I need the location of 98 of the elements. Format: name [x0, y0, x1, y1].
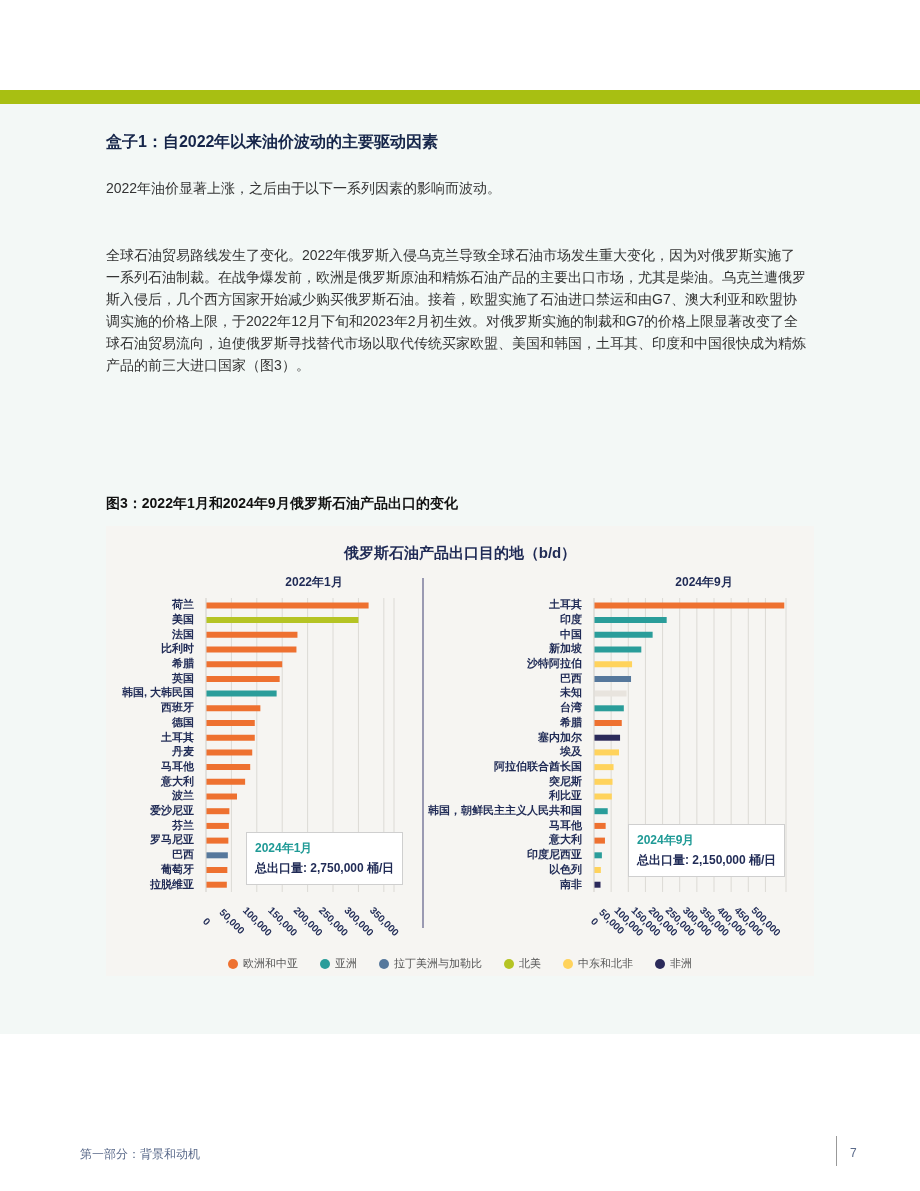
y-tick-label: 德国	[171, 715, 194, 728]
bar	[594, 734, 621, 741]
bar	[206, 764, 251, 771]
y-tick-label: 土耳其	[548, 598, 582, 612]
bar	[594, 617, 667, 624]
y-tick-label: 突尼斯	[548, 774, 582, 787]
bar	[206, 661, 283, 668]
text: 2024年9月	[637, 832, 696, 849]
y-tick-label: 西班牙	[160, 701, 194, 714]
legend-label: 北美	[519, 956, 541, 971]
y-tick-label: 巴西	[560, 671, 582, 684]
y-tick-label: 中国	[560, 627, 582, 640]
bar	[594, 822, 606, 829]
y-tick-label: 沙特阿拉伯	[526, 657, 582, 670]
bar	[594, 646, 642, 653]
annotation: 总出口量: 2,150,000 桶/日	[637, 852, 777, 869]
text: 2024年9月	[674, 574, 734, 591]
y-tick-label: 爱沙尼亚	[149, 804, 194, 817]
bar	[206, 852, 228, 859]
y-tick-label: 波兰	[171, 789, 194, 802]
chart-subtitle: 2022年1月	[284, 574, 344, 591]
bar	[594, 675, 632, 682]
y-tick-label: 比利时	[161, 642, 194, 655]
legend-label: 拉丁美洲与加勒比	[394, 956, 482, 971]
y-tick-label: 拉脱维亚	[149, 877, 194, 890]
legend-label: 欧洲和中亚	[243, 956, 298, 971]
annotation: 2024年1月	[255, 840, 314, 857]
y-tick-label: 台湾	[560, 701, 583, 714]
y-tick-label: 希腊	[171, 657, 194, 670]
y-tick-label: 丹麦	[171, 745, 194, 758]
legend-label: 亚洲	[335, 956, 357, 971]
text: 第一部分：背景和动机	[80, 1146, 200, 1163]
text: 2022年油价显著上涨，之后由于以下一系列因素的影响而波动。	[106, 180, 502, 198]
bar	[594, 602, 785, 609]
y-tick-label: 塞内加尔	[537, 730, 583, 743]
y-tick-label: 葡萄牙	[160, 862, 194, 875]
y-tick-label: 芬兰	[171, 818, 194, 831]
bar	[594, 793, 612, 800]
bar	[206, 734, 255, 741]
y-tick-label: 意大利	[160, 774, 194, 787]
y-tick-label: 新加坡	[548, 642, 583, 655]
text: 7	[850, 1146, 857, 1160]
bar	[594, 881, 601, 888]
y-tick-label: 希腊	[559, 715, 582, 728]
bar	[206, 822, 229, 829]
bar	[594, 808, 608, 815]
x-tick-label: 0	[588, 915, 601, 928]
annotation: 总出口量: 2,750,000 桶/日	[255, 860, 395, 877]
bar	[206, 808, 230, 815]
y-tick-label: 以色列	[549, 862, 582, 875]
bar	[206, 602, 369, 609]
legend-label: 中东和北非	[578, 956, 633, 971]
y-tick-label: 荷兰	[171, 598, 194, 611]
bar	[594, 749, 620, 756]
y-tick-label: 印度	[560, 612, 582, 625]
bar	[594, 837, 605, 844]
y-tick-label: 马耳他	[549, 818, 583, 831]
y-tick-label: 阿拉伯联合酋长国	[494, 759, 582, 772]
y-tick-label: 韩国, 大韩民国	[120, 686, 194, 699]
bar	[594, 778, 613, 785]
caption: 图3：2022年1月和2024年9月俄罗斯石油产品出口的变化	[106, 495, 458, 513]
y-tick-label: 美国	[171, 612, 194, 625]
legend-label: 非洲	[670, 956, 692, 971]
y-tick-label: 韩国，朝鲜民主主义人民共和国	[427, 804, 582, 818]
y-tick-label: 马耳他	[161, 759, 195, 772]
bar	[594, 720, 622, 727]
y-tick-label: 印度尼西亚	[527, 848, 582, 861]
y-tick-label: 埃及	[559, 745, 583, 758]
bar	[594, 631, 653, 638]
bar	[206, 749, 253, 756]
bar	[206, 867, 228, 874]
bar	[206, 631, 298, 638]
bar	[206, 793, 237, 800]
bar	[206, 646, 297, 653]
bar	[206, 705, 261, 712]
text: 俄罗斯石油产品出口目的地（b/d）	[342, 544, 578, 563]
y-tick-label: 罗马尼亚	[149, 833, 194, 846]
y-tick-label: 法国	[171, 627, 194, 640]
y-tick-label: 利比亚	[548, 789, 582, 802]
y-tick-label: 巴西	[172, 848, 194, 861]
bar	[206, 778, 246, 785]
bar	[206, 617, 359, 624]
bar	[594, 705, 624, 712]
y-tick-label: 英国	[171, 671, 194, 684]
y-tick-label: 未知	[559, 686, 582, 699]
y-tick-label: 南非	[559, 877, 582, 890]
bar	[206, 837, 229, 844]
x-tick-label: 0	[200, 915, 213, 928]
bar	[206, 881, 227, 888]
y-tick-label: 意大利	[548, 833, 582, 846]
bar	[594, 764, 614, 771]
y-tick-label: 土耳其	[160, 730, 194, 744]
text: 全球石油贸易路线发生了变化。2022年俄罗斯入侵乌克兰导致全球石油市场发生重大变化，因为对俄罗斯实施了一系列石油制裁。在战争爆发前，欧洲是俄罗斯原油和精炼石油产品的主要出口市场，尤其是柴油。乌克兰遭俄罗斯入侵后，几个西方国家开始减少购买俄罗斯石油。接着，欧盟实施了石油进口禁运和由G7、澳大利亚和欧盟协调实施的价格上限，于2022年12月下旬和2023年2月初生效。对俄罗斯实施的制裁和G7的价格上限显著改变了全球石油贸易流向，迫使俄罗斯寻找替代市场以取代传统买家欧盟、美国和韩国，土耳其、印度和中国很快成为精炼产品的前三大进口国家（图3）。	[106, 246, 806, 375]
text: 盒子1：自2022年以来油价波动的主要驱动因素	[106, 132, 439, 152]
bar	[206, 720, 255, 727]
bar	[206, 690, 277, 697]
bar	[206, 675, 280, 682]
bar	[594, 661, 633, 668]
